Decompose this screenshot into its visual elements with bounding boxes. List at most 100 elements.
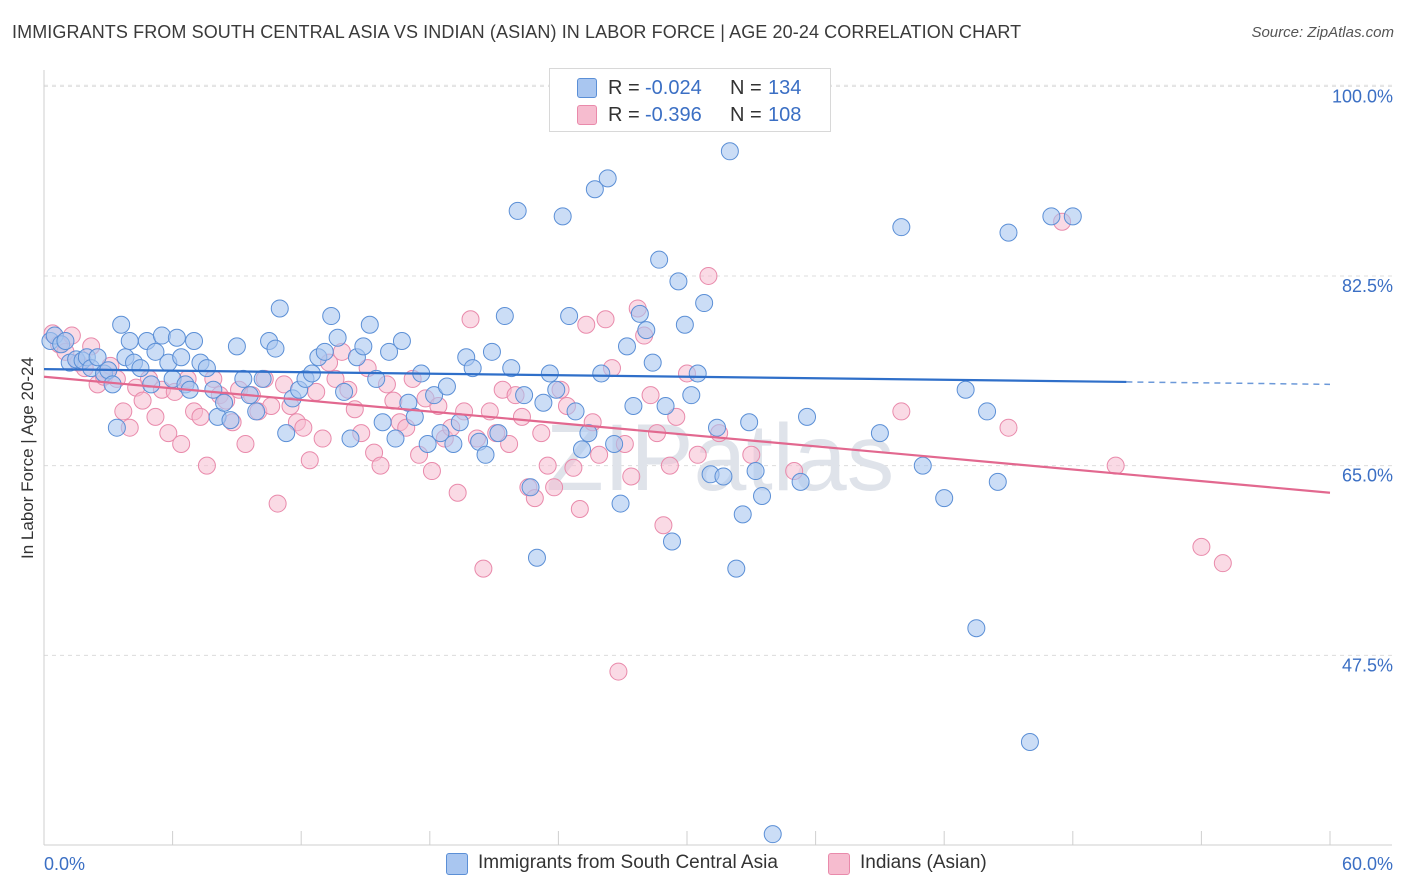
south-central-asia-point	[650, 250, 669, 269]
south-central-asia-point	[253, 369, 272, 388]
indians-point	[294, 418, 313, 437]
south-central-asia-point	[515, 386, 534, 405]
y-tick-label: 82.5%	[1342, 276, 1393, 296]
indians-point	[532, 424, 551, 443]
south-central-asia-point	[585, 180, 604, 199]
south-central-asia-point	[870, 424, 889, 443]
south-central-asia-point	[405, 407, 424, 426]
indians-point	[461, 310, 480, 329]
south-central-asia-point	[695, 294, 714, 313]
south-central-asia-point	[142, 375, 161, 394]
indians-point	[114, 402, 133, 421]
trend-line-indians	[43, 375, 1331, 494]
south-central-asia-point	[495, 307, 514, 326]
indians-point	[197, 456, 216, 475]
indians-point	[236, 434, 255, 453]
south-central-asia-point	[763, 825, 782, 844]
indians-point	[384, 391, 403, 410]
south-central-asia-point	[425, 386, 444, 405]
trend-line-south-central-asia-extension	[1126, 381, 1331, 386]
trend-line-south-central-asia	[43, 368, 1127, 384]
indians-point	[999, 418, 1018, 437]
south-central-asia-point	[277, 424, 296, 443]
indians-point	[268, 494, 287, 513]
indians-point	[742, 445, 761, 464]
south-central-asia-point	[341, 429, 360, 448]
south-central-asia-point	[315, 342, 334, 361]
south-central-asia-point	[740, 413, 759, 432]
indians-point	[300, 451, 319, 470]
bottom-legend-swatch-pink	[828, 853, 850, 875]
indians-point	[133, 391, 152, 410]
legend-row-series1: R = -0.024 N = 134	[550, 75, 830, 101]
indians-point	[146, 407, 165, 426]
legend-n-label: N =	[730, 77, 762, 99]
south-central-asia-point	[1020, 733, 1039, 752]
south-central-asia-point	[322, 307, 341, 326]
south-central-asia-point	[437, 377, 456, 396]
south-central-asia-point	[521, 478, 540, 497]
south-central-asia-point	[270, 299, 289, 318]
indians-point	[326, 369, 345, 388]
south-central-asia-point	[540, 364, 559, 383]
south-central-asia-point	[572, 440, 591, 459]
south-central-asia-point	[534, 393, 553, 412]
y-axis-label: In Labor Force | Age 20-24	[18, 357, 37, 559]
south-central-asia-point	[418, 434, 437, 453]
axes	[43, 70, 1392, 846]
south-central-asia-point	[367, 369, 386, 388]
south-central-asia-point	[373, 413, 392, 432]
legend-n-value: 134	[768, 77, 802, 99]
south-central-asia-point	[714, 467, 733, 486]
south-central-asia-point	[547, 380, 566, 399]
indians-point	[1192, 537, 1211, 556]
south-central-asia-point	[611, 494, 630, 513]
indians-point	[474, 559, 493, 578]
indians-point	[654, 516, 673, 535]
legend-r-value: -0.396	[645, 104, 702, 126]
south-central-asia-point	[185, 331, 204, 350]
source-label: Source: ZipAtlas.com	[1251, 24, 1394, 41]
south-central-asia-point	[720, 142, 739, 161]
south-central-asia-point	[392, 331, 411, 350]
south-central-asia-point	[656, 397, 675, 416]
legend-n-label: N =	[730, 104, 762, 126]
south-central-asia-point	[988, 472, 1007, 491]
south-central-asia-point	[107, 418, 126, 437]
south-central-asia-point	[463, 359, 482, 378]
south-central-asia-point	[152, 326, 171, 345]
south-central-asia-point	[798, 407, 817, 426]
south-central-asia-point	[753, 486, 772, 505]
legend-r-label: R =	[608, 104, 640, 126]
indians-point	[1213, 554, 1232, 573]
indians-point	[538, 456, 557, 475]
indians-point	[641, 386, 660, 405]
indians-point	[570, 499, 589, 518]
south-central-asia-point	[227, 337, 246, 356]
south-central-asia-point	[360, 315, 379, 334]
south-central-asia-point	[502, 359, 521, 378]
south-central-asia-point	[489, 424, 508, 443]
south-central-asia-point	[746, 462, 765, 481]
south-central-asia-point	[605, 434, 624, 453]
south-central-asia-point	[643, 353, 662, 372]
south-central-asia-point	[131, 359, 150, 378]
legend-swatch-blue	[577, 78, 597, 98]
south-central-asia-point	[1042, 207, 1061, 226]
south-central-asia-point	[221, 411, 240, 430]
south-central-asia-point	[579, 424, 598, 443]
indians-point	[371, 456, 390, 475]
x-tick-label-min: 0.0%	[44, 854, 85, 874]
y-tick-label: 65.0%	[1342, 466, 1393, 486]
y-tick-label: 100.0%	[1332, 86, 1393, 106]
south-central-asia-point	[234, 369, 253, 388]
legend-swatch-pink	[577, 105, 597, 125]
south-central-asia-point	[302, 364, 321, 383]
indians-point	[688, 445, 707, 464]
indians-point	[172, 434, 191, 453]
trend-lines	[43, 368, 1331, 494]
indians-point	[159, 424, 178, 443]
south-central-asia-point	[935, 489, 954, 508]
y-tick-label: 47.5%	[1342, 655, 1393, 675]
